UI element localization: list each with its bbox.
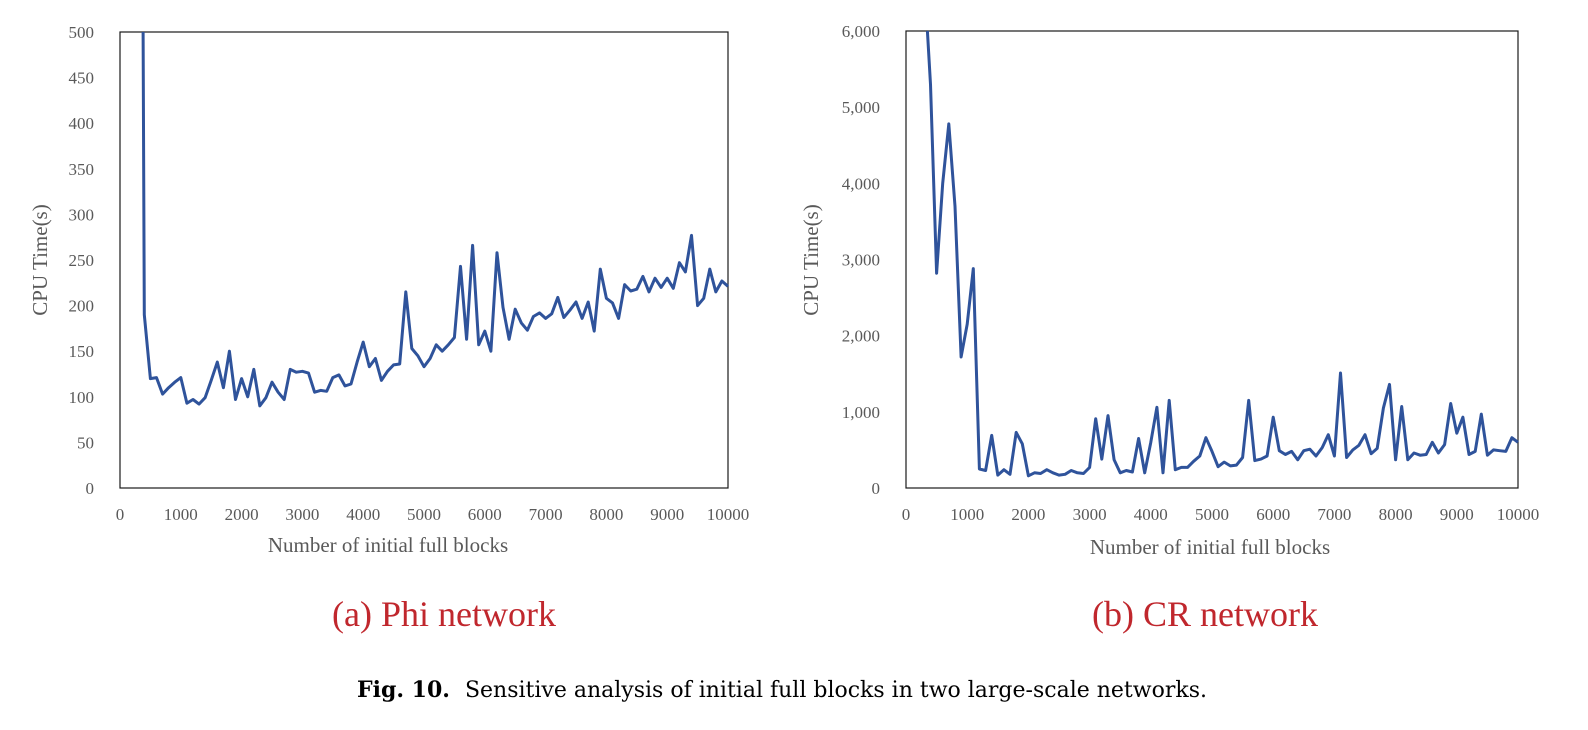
x-tick-labels: 0 1000 2000 3000 4000 5000 6000 7000 8000 9000 100… [116, 505, 750, 524]
caption-text: Sensitive analysis of initial full block… [465, 678, 1207, 703]
x-tick-label: 5000 [407, 505, 441, 524]
y-tick-label: 5,000 [842, 98, 880, 117]
y-tick-label: 350 [69, 160, 95, 179]
x-tick-label: 0 [116, 505, 125, 524]
x-tick-label: 8000 [589, 505, 623, 524]
x-tick-label: 7000 [1317, 505, 1351, 524]
y-tick-label: 0 [872, 479, 881, 498]
x-tick-label: 10000 [1497, 505, 1540, 524]
y-tick-label: 400 [69, 114, 95, 133]
y-tick-labels: 0 50 100 150 200 250 300 350 400 450 500 [69, 23, 95, 498]
caption-label: Fig. 10. [357, 677, 450, 703]
cpu-time-series-line [925, 30, 1519, 478]
x-tick-label: 8000 [1379, 505, 1413, 524]
x-tick-label: 3000 [285, 505, 319, 524]
x-tick-label: 1000 [950, 505, 984, 524]
y-tick-label: 4,000 [842, 174, 880, 193]
x-tick-label: 9000 [650, 505, 684, 524]
y-tick-label: 500 [69, 23, 95, 42]
subcaption-phi: (a) Phi network [332, 594, 556, 634]
x-tick-labels: 0 1000 2000 3000 4000 5000 6000 7000 8000 9000 100… [902, 505, 1540, 524]
cpu-time-series-line [141, 31, 729, 408]
x-axis-label: Number of initial full blocks [1090, 535, 1330, 559]
x-tick-label: 0 [902, 505, 911, 524]
x-tick-label: 2000 [225, 505, 259, 524]
x-tick-label: 4000 [346, 505, 380, 524]
y-tick-labels: 0 1,000 2,000 3,000 4,000 5,000 6,000 [842, 22, 880, 498]
y-axis-label: CPU Time(s) [799, 204, 823, 315]
plot-frame [905, 30, 1519, 489]
y-tick-label: 300 [69, 205, 95, 224]
y-tick-label: 100 [69, 388, 95, 407]
y-tick-label: 450 [69, 69, 95, 88]
y-tick-label: 3,000 [842, 251, 880, 270]
y-tick-label: 1,000 [842, 403, 880, 422]
x-tick-label: 6000 [1256, 505, 1290, 524]
subcaption-cr: (b) CR network [1092, 594, 1318, 634]
x-tick-label: 7000 [529, 505, 563, 524]
x-tick-label: 10000 [707, 505, 750, 524]
chart-phi-network: 0 50 100 150 200 250 300 350 400 450 500 0 1000 2000… [28, 23, 749, 634]
x-tick-label: 5000 [1195, 505, 1229, 524]
y-tick-label: 250 [69, 251, 95, 270]
x-tick-label: 3000 [1073, 505, 1107, 524]
figure-caption: Fig. 10. Sensitive analysis of initial f… [357, 677, 1207, 703]
plot-frame [119, 31, 729, 489]
y-tick-label: 2,000 [842, 327, 880, 346]
x-tick-label: 4000 [1134, 505, 1168, 524]
x-tick-label: 9000 [1440, 505, 1474, 524]
y-tick-label: 150 [69, 342, 95, 361]
x-axis-label: Number of initial full blocks [268, 533, 508, 557]
y-tick-label: 50 [77, 433, 94, 452]
x-tick-label: 1000 [164, 505, 198, 524]
x-tick-label: 6000 [468, 505, 502, 524]
x-tick-label: 2000 [1011, 505, 1045, 524]
y-axis-label: CPU Time(s) [28, 204, 52, 315]
y-tick-label: 6,000 [842, 22, 880, 41]
y-tick-label: 0 [86, 479, 95, 498]
chart-cr-network: 0 1,000 2,000 3,000 4,000 5,000 6,000 0 1000 200… [799, 22, 1539, 634]
y-tick-label: 200 [69, 297, 95, 316]
